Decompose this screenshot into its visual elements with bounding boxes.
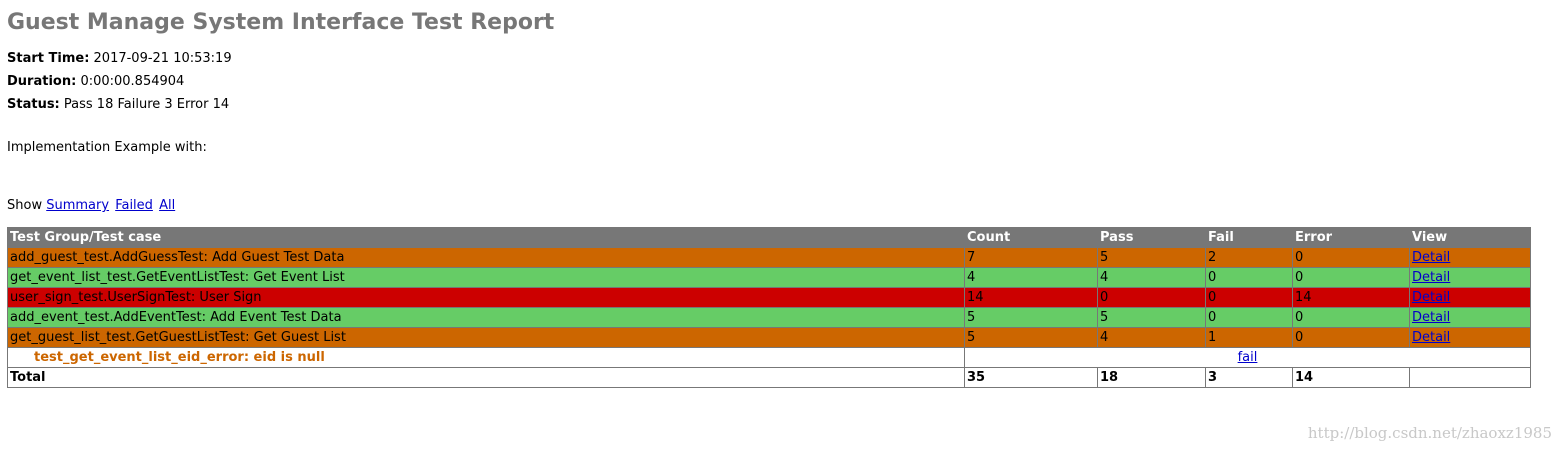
row-count: 7: [964, 247, 1098, 268]
row-error: 14: [1292, 287, 1410, 308]
total-label: Total: [7, 367, 965, 388]
row-error: 0: [1292, 307, 1410, 328]
description: Implementation Example with:: [7, 140, 207, 155]
table-row: add_guest_test.AddGuessTest: Add Guest T…: [7, 247, 1531, 268]
total-fail: 3: [1205, 367, 1293, 388]
row-fail: 1: [1205, 327, 1293, 348]
row-count: 5: [964, 327, 1098, 348]
duration: Duration: 0:00:00.854904: [7, 74, 184, 89]
row-name: get_guest_list_test.GetGuestListTest: Ge…: [7, 327, 965, 348]
start-time-value: 2017-09-21 10:53:19: [93, 51, 232, 66]
total-row: Total 35 18 3 14: [7, 367, 1531, 388]
duration-value: 0:00:00.854904: [80, 74, 185, 89]
row-name: add_event_test.AddEventTest: Add Event T…: [7, 307, 965, 328]
row-count: 14: [964, 287, 1098, 308]
status: Status: Pass 18 Failure 3 Error 14: [7, 97, 229, 112]
table-row: user_sign_test.UserSignTest: User Sign 1…: [7, 287, 1531, 308]
row-view-cell: Detail: [1409, 247, 1531, 268]
start-time-label: Start Time:: [7, 51, 90, 66]
page-title: Guest Manage System Interface Test Repor…: [7, 10, 555, 35]
row-fail: 0: [1205, 267, 1293, 288]
row-pass: 4: [1097, 267, 1206, 288]
row-view-cell: Detail: [1409, 267, 1531, 288]
table-row: add_event_test.AddEventTest: Add Event T…: [7, 307, 1531, 328]
detail-link[interactable]: Detail: [1412, 310, 1451, 325]
row-view-cell: Detail: [1409, 307, 1531, 328]
row-view-cell: Detail: [1409, 327, 1531, 348]
row-error: 0: [1292, 327, 1410, 348]
row-count: 4: [964, 267, 1098, 288]
header-fail: Fail: [1205, 227, 1293, 248]
header-count: Count: [964, 227, 1098, 248]
row-name: user_sign_test.UserSignTest: User Sign: [7, 287, 965, 308]
header-view: View: [1409, 227, 1531, 248]
row-pass: 0: [1097, 287, 1206, 308]
test-case-name: test_get_event_list_eid_error: eid is nu…: [7, 347, 965, 368]
start-time: Start Time: 2017-09-21 10:53:19: [7, 51, 232, 66]
header-error: Error: [1292, 227, 1410, 248]
result-table: Test Group/Test case Count Pass Fail Err…: [7, 227, 1531, 388]
row-name: add_guest_test.AddGuessTest: Add Guest T…: [7, 247, 965, 268]
duration-label: Duration:: [7, 74, 77, 89]
test-case-fail-link[interactable]: fail: [1237, 350, 1258, 365]
header-test-group: Test Group/Test case: [7, 227, 965, 248]
show-filter-bar: Show Summary Failed All: [7, 198, 177, 213]
show-label: Show: [7, 198, 43, 213]
total-view: [1409, 367, 1531, 388]
show-all-link[interactable]: All: [159, 198, 176, 213]
total-count: 35: [964, 367, 1098, 388]
test-case-row: test_get_event_list_eid_error: eid is nu…: [7, 347, 1531, 368]
watermark: http://blog.csdn.net/zhaoxz1985: [1307, 424, 1552, 442]
row-fail: 0: [1205, 307, 1293, 328]
show-summary-link[interactable]: Summary: [46, 198, 110, 213]
detail-link[interactable]: Detail: [1412, 330, 1451, 345]
row-view-cell: Detail: [1409, 287, 1531, 308]
row-fail: 0: [1205, 287, 1293, 308]
row-error: 0: [1292, 267, 1410, 288]
table-row: get_event_list_test.GetEventListTest: Ge…: [7, 267, 1531, 288]
status-label: Status:: [7, 97, 60, 112]
total-pass: 18: [1097, 367, 1206, 388]
row-name: get_event_list_test.GetEventListTest: Ge…: [7, 267, 965, 288]
header-pass: Pass: [1097, 227, 1206, 248]
header-row: Test Group/Test case Count Pass Fail Err…: [7, 227, 1531, 248]
row-count: 5: [964, 307, 1098, 328]
total-error: 14: [1292, 367, 1410, 388]
row-pass: 5: [1097, 247, 1206, 268]
detail-link[interactable]: Detail: [1412, 250, 1451, 265]
row-error: 0: [1292, 247, 1410, 268]
show-failed-link[interactable]: Failed: [115, 198, 153, 213]
row-pass: 5: [1097, 307, 1206, 328]
test-case-link-cell: fail: [964, 347, 1531, 368]
detail-link[interactable]: Detail: [1412, 270, 1451, 285]
row-fail: 2: [1205, 247, 1293, 268]
table-row: get_guest_list_test.GetGuestListTest: Ge…: [7, 327, 1531, 348]
row-pass: 4: [1097, 327, 1206, 348]
detail-link[interactable]: Detail: [1412, 290, 1451, 305]
status-value: Pass 18 Failure 3 Error 14: [63, 97, 230, 112]
